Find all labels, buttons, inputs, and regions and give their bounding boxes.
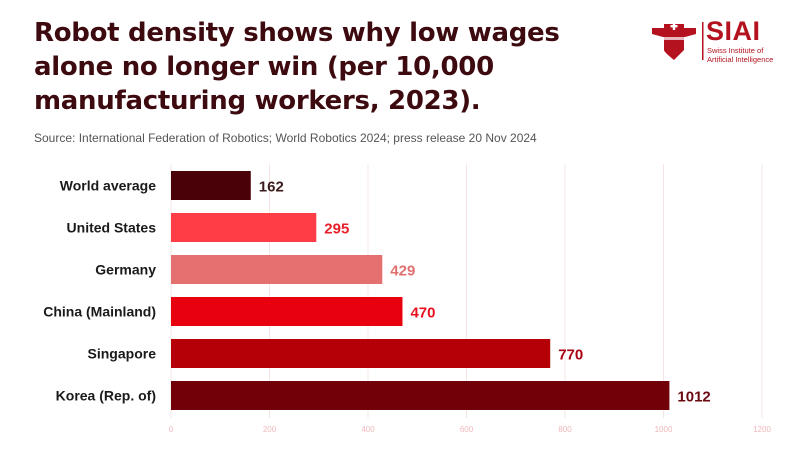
bar-germany (171, 255, 383, 284)
category-label-singapore: Singapore (88, 346, 157, 362)
category-label-united-states: United States (67, 220, 157, 236)
value-label-china-mainland: 470 (410, 305, 435, 322)
value-label-united-states: 295 (324, 221, 349, 238)
source-note: Source: International Federation of Robo… (34, 131, 537, 145)
logo-wordmark: SIAI (706, 16, 761, 46)
bar-united-states (171, 213, 317, 242)
bar-korea-rep-of (171, 381, 670, 410)
category-label-world-average: World average (60, 178, 156, 194)
x-tick-label-800: 800 (558, 425, 572, 434)
swiss-cross-shield-icon (652, 22, 696, 60)
x-tick-label-1200: 1200 (753, 425, 771, 434)
x-tick-label-200: 200 (263, 425, 277, 434)
value-label-korea-rep-of: 1012 (677, 389, 710, 406)
x-tick-label-600: 600 (460, 425, 474, 434)
bar-world-average (171, 171, 251, 200)
x-tick-label-1000: 1000 (655, 425, 673, 434)
category-label-korea-rep-of: Korea (Rep. of) (56, 388, 156, 404)
logo-subtitle-line1: Swiss Institute of (707, 46, 764, 55)
value-label-singapore: 770 (558, 347, 583, 364)
logo-subtitle-line2: Artificial Intelligence (707, 55, 774, 64)
bar-singapore (171, 339, 551, 368)
x-tick-label-400: 400 (361, 425, 375, 434)
category-label-china-mainland: China (Mainland) (43, 304, 156, 320)
x-tick-label-0: 0 (169, 425, 174, 434)
siai-logo (652, 22, 704, 60)
bar-china-mainland (171, 297, 403, 326)
value-label-germany: 429 (390, 263, 415, 280)
chart-title: Robot density shows why low wages alone … (34, 18, 560, 116)
value-label-world-average: 162 (259, 179, 284, 196)
category-label-germany: Germany (95, 262, 156, 278)
